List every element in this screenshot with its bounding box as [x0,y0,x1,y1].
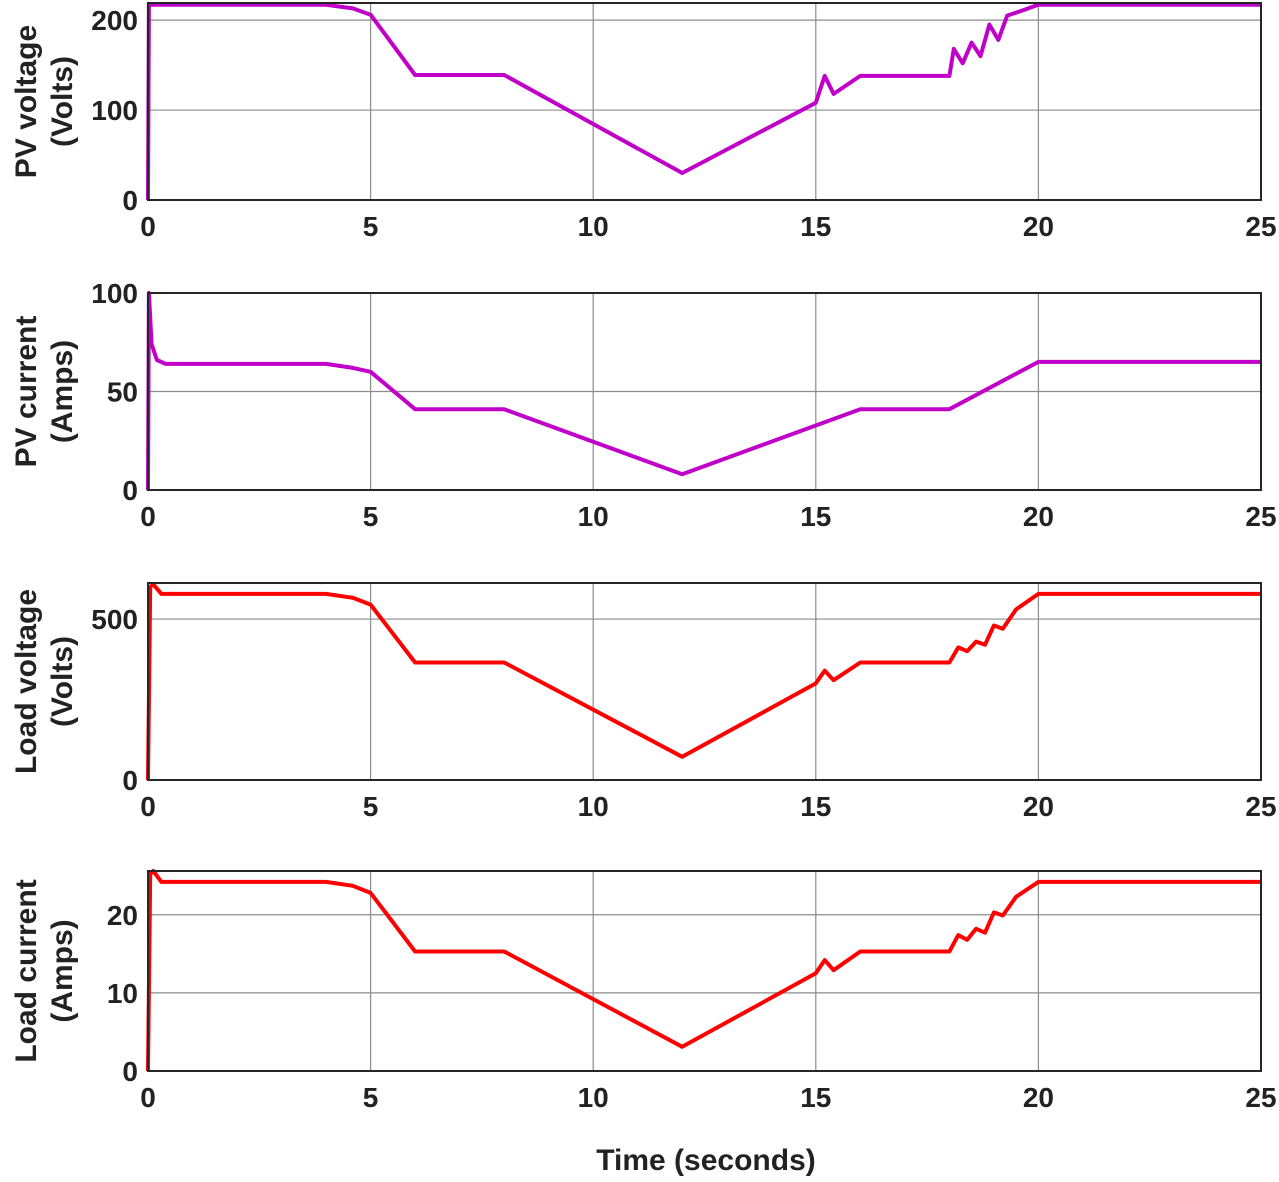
x-tick-label: 5 [363,1082,379,1113]
y-axis-label: PV current [10,316,43,468]
axes-box [147,582,1262,781]
y-tick-label: 100 [91,278,138,309]
y-tick-label: 200 [91,5,138,36]
y-tick-label: 0 [122,1056,138,1087]
x-tick-label: 15 [800,501,831,532]
x-tick-label: 20 [1023,501,1054,532]
y-tick-label: 0 [122,765,138,796]
x-tick-label: 0 [140,791,156,822]
x-tick-label: 25 [1245,501,1276,532]
data-line [146,2,1261,201]
x-tick-label: 5 [363,501,379,532]
x-tick-label: 15 [800,211,831,242]
y-tick-label: 500 [91,604,138,635]
y-tick-label: 0 [122,185,138,216]
y-tick-label: 0 [122,475,138,506]
x-tick-label: 0 [140,211,156,242]
x-tick-label: 10 [578,1082,609,1113]
x-tick-label: 25 [1245,1082,1276,1113]
x-tick-label: 25 [1245,791,1276,822]
y-axis-label: PV voltage [10,25,43,178]
x-tick-label: 5 [363,211,379,242]
x-tick-label: 15 [800,1082,831,1113]
x-tick-label: 0 [140,501,156,532]
y-axis-label: Load voltage [10,589,43,774]
panel-1: 0 5 10 15 20 25 0 100 200 PV voltage (Volts) [10,2,1277,242]
y-tick-label: 100 [91,95,138,126]
panel-4: 0 5 10 15 20 25 0 10 20 Load current (Amps) [10,869,1277,1113]
data-line [146,582,1261,781]
plot-area [148,871,1261,1071]
axes-box [147,870,1262,1072]
x-tick-label: 20 [1023,1082,1054,1113]
x-tick-label: 20 [1023,211,1054,242]
plot-area [148,583,1261,780]
y-axis-unit: (Amps) [46,919,79,1022]
panel-3: 0 5 10 15 20 25 0 500 Load voltage (Volts) [10,582,1277,822]
x-tick-label: 0 [140,1082,156,1113]
data-line [146,869,1261,1072]
panel-2: 0 5 10 15 20 25 0 50 100 PV current (Amps) [10,278,1277,532]
y-tick-label: 50 [107,377,138,408]
y-axis-unit: (Volts) [46,636,79,727]
y-axis-unit: (Amps) [46,340,79,443]
x-axis-label: Time (seconds) [596,1144,816,1177]
x-tick-label: 10 [578,791,609,822]
y-tick-label: 20 [107,900,138,931]
x-tick-label: 20 [1023,791,1054,822]
x-tick-label: 25 [1245,211,1276,242]
axes-box [147,2,1262,201]
y-tick-label: 10 [107,978,138,1009]
data-line [146,291,1261,491]
y-axis-label: Load current [10,879,43,1062]
y-axis-unit: (Volts) [46,56,79,147]
axes-box [147,292,1262,491]
plot-area [148,3,1261,200]
x-tick-label: 10 [578,501,609,532]
x-tick-label: 15 [800,791,831,822]
x-tick-label: 10 [578,211,609,242]
x-tick-label: 5 [363,791,379,822]
